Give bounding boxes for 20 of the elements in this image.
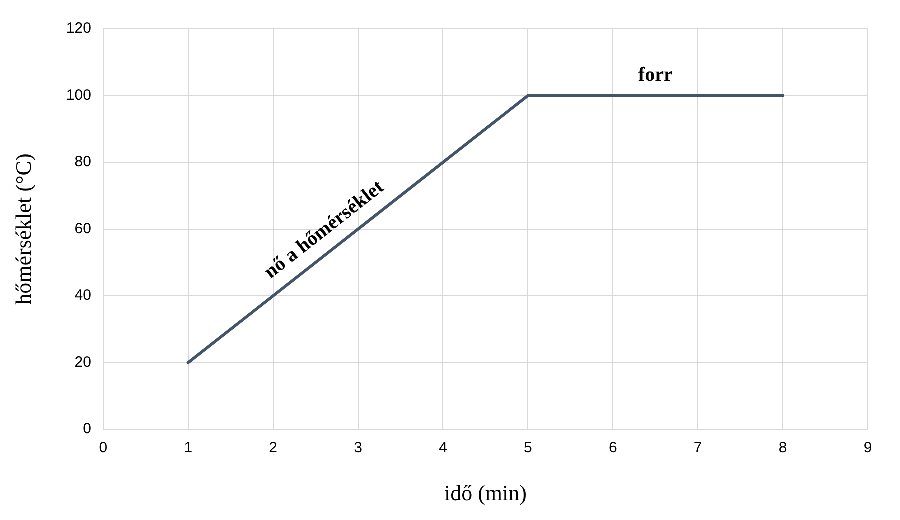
x-tick-label: 2 [269, 440, 278, 457]
x-axis-title: idő (min) [444, 480, 527, 506]
y-tick-label: 20 [74, 354, 92, 371]
x-tick-label: 4 [439, 440, 448, 457]
x-tick-label: 0 [99, 440, 108, 457]
annotation: forr [638, 64, 673, 86]
x-tick-label: 6 [608, 440, 618, 457]
y-axis-title: hőmérséklet (°C) [10, 154, 36, 305]
x-tick-label: 7 [694, 440, 702, 457]
x-tick-label: 1 [184, 440, 193, 457]
y-tick-label: 80 [74, 154, 92, 171]
y-tick-label: 0 [83, 420, 92, 438]
y-tick-label: 120 [66, 20, 92, 38]
x-tick-label: 9 [864, 440, 872, 457]
y-tick-label: 40 [74, 287, 92, 304]
x-tick-label: 5 [524, 440, 532, 457]
y-tick-label: 100 [66, 86, 92, 104]
x-tick-label: 8 [778, 440, 788, 457]
x-tick-label: 3 [354, 440, 362, 457]
y-tick-label: 60 [74, 220, 92, 238]
